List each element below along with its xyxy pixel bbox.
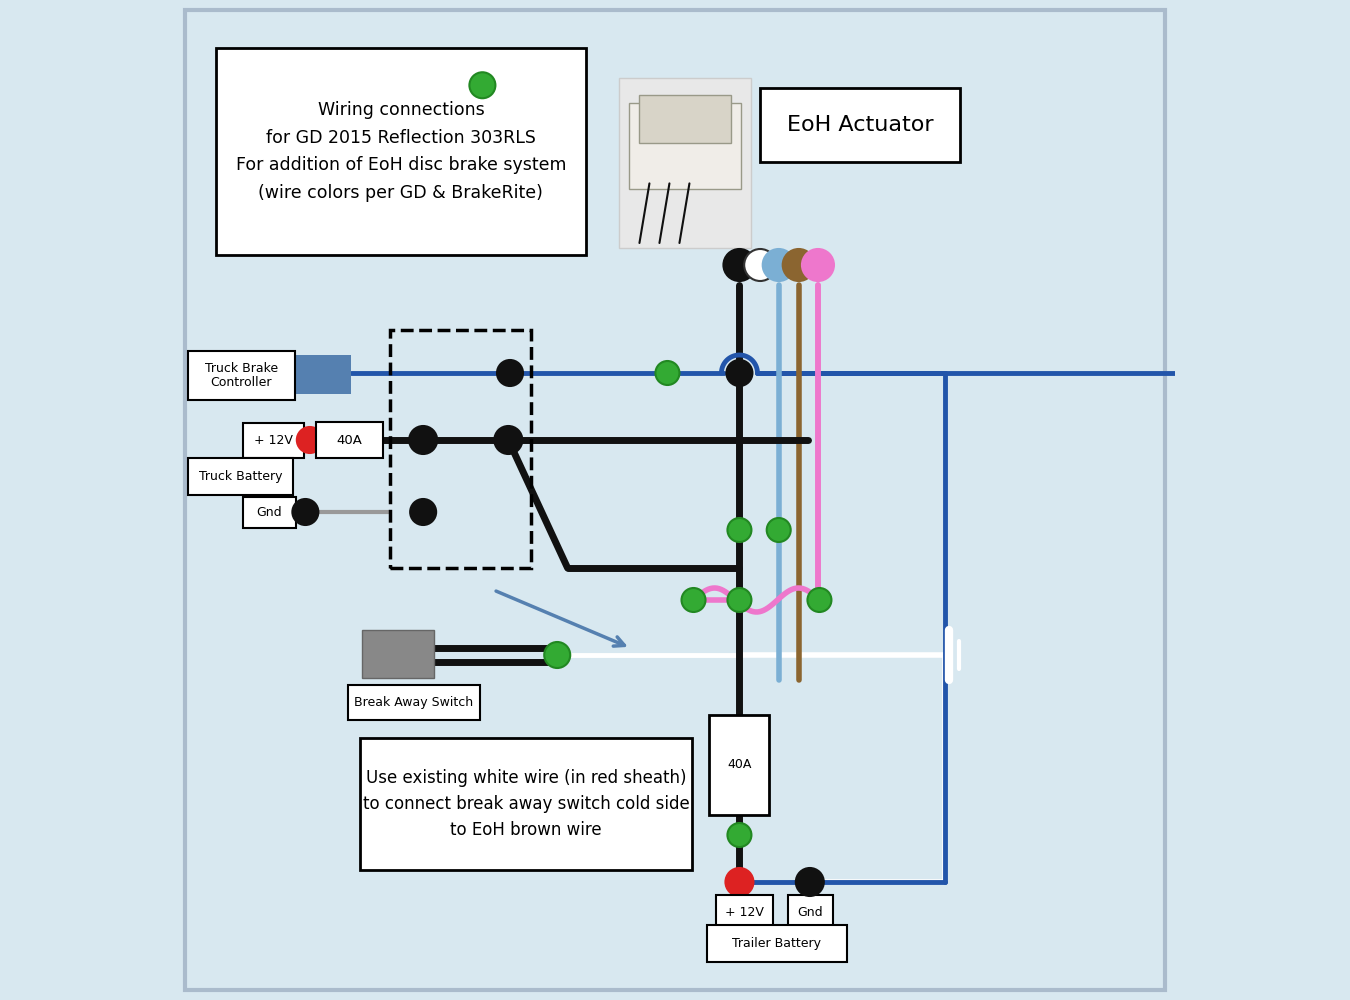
Circle shape (807, 588, 832, 612)
Circle shape (544, 642, 570, 668)
FancyBboxPatch shape (707, 925, 846, 962)
FancyBboxPatch shape (188, 351, 294, 400)
Circle shape (767, 518, 791, 542)
Circle shape (297, 427, 323, 453)
Circle shape (682, 588, 706, 612)
Bar (629, 103, 741, 188)
Bar (293, 355, 351, 394)
Circle shape (293, 499, 319, 525)
FancyBboxPatch shape (316, 422, 383, 458)
Circle shape (410, 499, 436, 525)
Text: + 12V: + 12V (254, 434, 293, 447)
FancyBboxPatch shape (348, 685, 481, 720)
Text: 40A: 40A (728, 759, 752, 772)
FancyBboxPatch shape (185, 10, 1165, 990)
Text: Gnd: Gnd (256, 506, 282, 519)
FancyBboxPatch shape (360, 738, 693, 870)
Text: Use existing white wire (in red sheath)
to connect break away switch cold side
t: Use existing white wire (in red sheath) … (363, 769, 690, 839)
FancyBboxPatch shape (243, 497, 296, 528)
Circle shape (724, 249, 756, 281)
Circle shape (470, 72, 495, 98)
Text: Wiring connections
for GD 2015 Reflection 303RLS
For addition of EoH disc brake : Wiring connections for GD 2015 Reflectio… (236, 101, 566, 202)
FancyBboxPatch shape (216, 48, 586, 255)
FancyBboxPatch shape (188, 458, 293, 495)
Circle shape (494, 426, 522, 454)
FancyBboxPatch shape (710, 715, 769, 815)
Text: + 12V: + 12V (725, 907, 764, 920)
Circle shape (409, 426, 437, 454)
Circle shape (728, 823, 752, 847)
Circle shape (744, 249, 776, 281)
Text: 40A: 40A (336, 434, 362, 447)
FancyBboxPatch shape (760, 88, 960, 162)
Circle shape (656, 361, 679, 385)
Circle shape (726, 360, 752, 386)
Text: Truck Battery: Truck Battery (198, 470, 282, 483)
Text: Truck Brake
Controller: Truck Brake Controller (205, 361, 278, 389)
Circle shape (497, 360, 522, 386)
Bar (620, 78, 752, 248)
Circle shape (795, 868, 824, 896)
Circle shape (783, 249, 814, 281)
FancyBboxPatch shape (243, 423, 305, 458)
Text: Break Away Switch: Break Away Switch (354, 696, 474, 709)
Text: Gnd: Gnd (798, 907, 823, 920)
Text: Trailer Battery: Trailer Battery (732, 937, 821, 950)
Circle shape (728, 588, 752, 612)
Text: EoH Actuator: EoH Actuator (787, 115, 933, 135)
Circle shape (728, 518, 752, 542)
Circle shape (725, 868, 753, 896)
FancyBboxPatch shape (788, 895, 833, 931)
Bar (640, 95, 732, 143)
FancyBboxPatch shape (716, 895, 772, 931)
Circle shape (763, 249, 795, 281)
Bar (362, 630, 433, 678)
Circle shape (802, 249, 834, 281)
